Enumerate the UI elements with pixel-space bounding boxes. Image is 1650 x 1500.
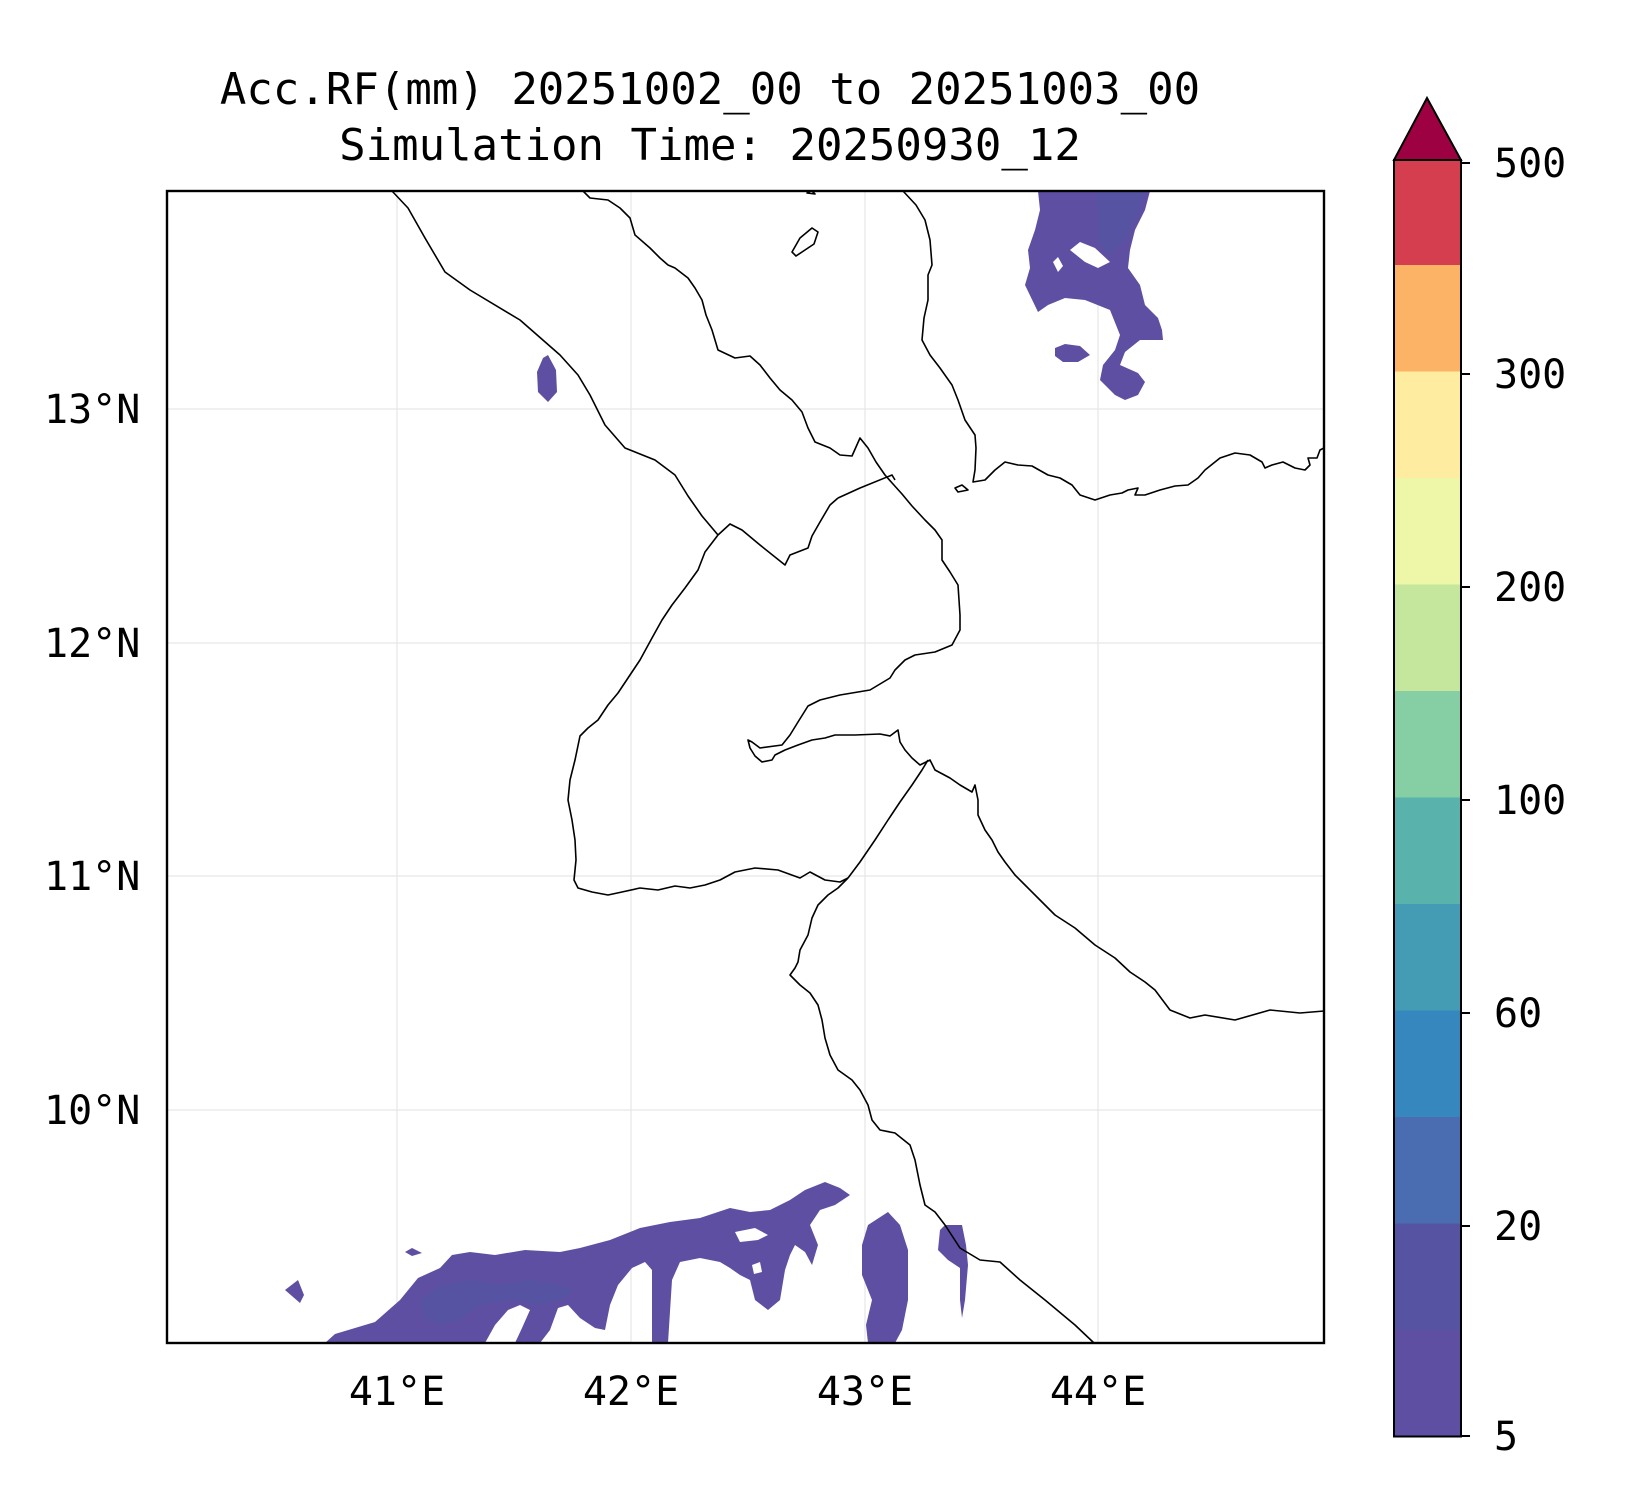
colorbar-label-20: 20 [1494,1204,1543,1250]
rain-area-south-speck-1 [285,1280,304,1303]
rain-area-south-speck-2 [405,1248,422,1256]
coastline-djibouti [717,497,839,566]
colorbar-segment-10-20 [1394,1223,1461,1330]
lat-label-12N: 12°N [44,621,141,667]
rain-area-northeast-inner [1095,191,1145,255]
rain-hole-3 [1070,242,1110,268]
colorbar-frame [1393,159,1462,1438]
colorbar-segment-250-300 [1394,371,1461,478]
coastlines-borders [391,190,1325,1344]
colorbar-label-300: 300 [1494,352,1567,398]
colorbar-segment-100-150 [1394,691,1461,798]
colorbar-segment-200-250 [1394,478,1461,585]
colorbar-ticks [1461,162,1470,1437]
rain-hole-4 [1053,257,1063,272]
rain-hole-1 [735,1228,768,1242]
lon-label-41E: 41°E [348,1369,446,1415]
colorbar-segment-20-40 [1394,1117,1461,1224]
border-ethiopia-somalia [789,877,1095,1344]
colorbar-segment-400-500 [1394,160,1461,265]
colorbar-segment-40-60 [1394,1010,1461,1117]
coastline-yemen-island [954,484,969,493]
island-small-redsea [791,227,819,257]
map-title: Acc.RF(mm) 20251002_00 to 20251003_00 [219,64,1201,115]
coastline-yemen [902,190,1325,501]
lon-label-43E: 43°E [816,1369,914,1415]
lat-label-11N: 11°N [44,854,141,900]
colorbar-segment-5-10 [1394,1330,1461,1437]
rain-area-south-inner [420,1280,575,1325]
gridlines [167,191,1324,1343]
colorbar-segment-150-200 [1394,584,1461,691]
lon-label-42E: 42°E [582,1369,680,1415]
colorbar-label-500: 500 [1494,141,1567,187]
map-subtitle: Simulation Time: 20250930_12 [339,120,1081,171]
rain-area-northeast-2 [1055,344,1090,362]
colorbar-segment-80-100 [1394,797,1461,904]
coastline-africa-east [582,190,1325,1021]
lat-label-10N: 10°N [44,1088,141,1134]
colorbar-segment-300-400 [1394,265,1461,372]
border-eritrea-ethiopia [567,534,849,896]
colorbar [1392,95,1470,1438]
coastline-gulf-tadjoura [837,474,896,499]
rain-hole-2 [752,1262,762,1274]
colorbar-segment-60-80 [1394,904,1461,1011]
map-frame [165,189,1326,1345]
colorbar-label-60: 60 [1494,991,1543,1037]
rain-area-northwest [537,355,557,402]
colorbar-label-100: 100 [1494,778,1567,824]
colorbar-extend-arrow [1392,95,1463,161]
rainfall-contours [285,191,1163,1343]
lat-label-13N: 13°N [44,387,141,433]
colorbar-label-5: 5 [1494,1414,1519,1460]
rain-area-northeast [1025,191,1163,400]
border-djibouti-somalia [847,759,929,879]
colorbar-label-200: 200 [1494,565,1567,611]
lon-label-44E: 44°E [1049,1369,1147,1415]
map-area [167,191,1324,1343]
rain-area-south-2 [862,1212,908,1343]
coastline-eritrea-red-sea [391,190,719,536]
